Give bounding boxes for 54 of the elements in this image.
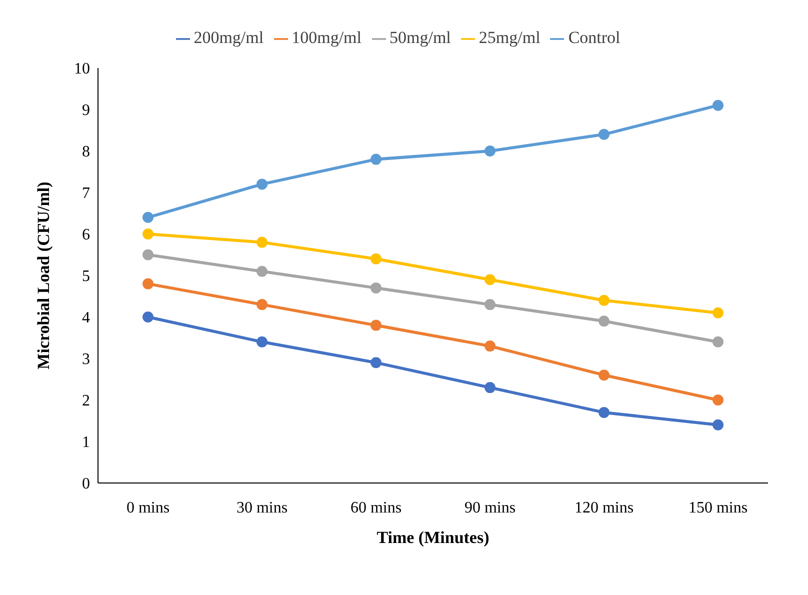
point [370, 320, 382, 331]
x-axis-title: Time (Minutes) [376, 528, 490, 547]
point [712, 394, 724, 406]
point [256, 236, 268, 248]
point [256, 336, 268, 348]
y-tick-label: 7 [82, 185, 90, 202]
legend-label: 50mg/ml [390, 28, 451, 47]
x-tick-label: 90 mins [464, 499, 516, 516]
point [712, 419, 724, 430]
point [142, 212, 154, 223]
y-tick-label: 9 [82, 102, 90, 120]
point [370, 357, 382, 368]
point [484, 274, 496, 286]
point [370, 282, 382, 294]
x-tick-label: 150 mins [688, 499, 748, 516]
point [484, 382, 496, 394]
x-tick-label: 60 mins [350, 499, 402, 516]
legend-label: 200mg/ml [194, 28, 264, 47]
y-tick-label: 4 [82, 310, 90, 327]
y-tick-label: 1 [82, 434, 90, 452]
point [598, 370, 610, 381]
point [142, 249, 154, 260]
y-tick-label: 2 [82, 392, 90, 410]
point [712, 100, 724, 111]
y-tick-label: 10 [74, 60, 90, 78]
x-tick-label: 0 mins [126, 499, 170, 516]
legend-label: 25mg/ml [478, 28, 540, 47]
x-tick-label: 30 mins [236, 499, 288, 516]
y-tick-label: 5 [82, 268, 90, 286]
point [484, 340, 496, 352]
point [142, 312, 154, 322]
legend-label: Control [568, 28, 620, 47]
point [598, 316, 610, 327]
y-tick-label: 0 [82, 476, 90, 493]
point [598, 128, 610, 140]
point [484, 299, 496, 310]
y-axis-title: Microbial Load (CFU/ml) [34, 182, 54, 370]
point [256, 178, 268, 190]
y-tick-label: 8 [82, 144, 90, 161]
point [256, 299, 268, 310]
point [256, 266, 268, 277]
point [598, 406, 610, 418]
point [598, 294, 610, 306]
y-tick-label: 3 [82, 351, 90, 368]
x-tick-label: 120 mins [574, 499, 634, 516]
legend-label: 100mg/ml [292, 28, 362, 47]
point [142, 228, 154, 240]
point [712, 336, 724, 348]
point [484, 146, 496, 156]
point [712, 307, 724, 318]
y-tick-label: 6 [82, 226, 90, 244]
point [370, 154, 382, 165]
point [142, 278, 154, 290]
point [370, 253, 382, 264]
